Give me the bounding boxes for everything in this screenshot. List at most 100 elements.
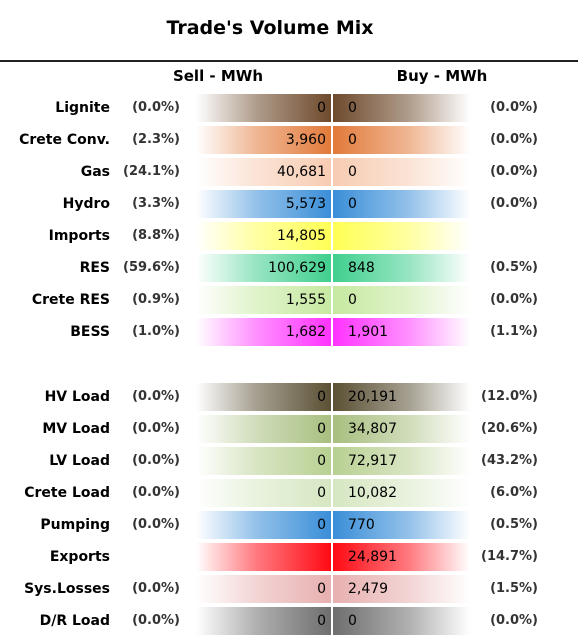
buy-cell [333,286,470,314]
sell-percent: (8.8%) [132,228,180,243]
divider [0,60,578,62]
cell-divider [331,415,333,443]
row-label: Lignite [55,100,110,116]
row-label: BESS [70,324,110,340]
row-label: MV Load [42,421,110,437]
sell-cell [196,447,331,475]
buy-cell [333,447,470,475]
sell-value: 0 [317,485,326,501]
row-label: Crete RES [31,292,110,308]
cell-divider [331,447,333,475]
sell-percent: (0.9%) [132,292,180,307]
buy-value: 0 [348,132,357,148]
buy-percent: (0.5%) [490,517,538,532]
row-label: Imports [48,228,110,244]
sell-value: 1,682 [285,324,326,340]
sell-cell [196,190,331,218]
row-label: RES [79,260,110,276]
sell-value: 5,573 [285,196,326,212]
cell-divider [331,190,333,218]
sell-value: 14,805 [277,228,326,244]
buy-value: 0 [348,292,357,308]
cell-divider [331,575,333,603]
sell-percent: (0.0%) [132,581,180,596]
sell-cell [196,479,331,507]
buy-header: Buy - MWh [396,67,488,85]
buy-percent: (20.6%) [481,421,538,436]
buy-value: 848 [348,260,375,276]
sell-value: 3,960 [285,132,326,148]
sell-percent: (0.0%) [132,389,180,404]
cell-divider [331,383,333,411]
sell-value: 100,629 [268,260,326,276]
buy-percent: (0.0%) [490,292,538,307]
buy-value: 0 [348,164,357,180]
sell-value: 0 [317,100,326,116]
sell-cell [196,126,331,154]
buy-cell [333,222,470,250]
sell-cell [196,415,331,443]
buy-percent: (1.5%) [490,581,538,596]
sell-value: 1,555 [285,292,326,308]
buy-value: 20,191 [348,389,397,405]
sell-value: 0 [317,581,326,597]
cell-divider [331,607,333,635]
cell-divider [331,543,333,571]
buy-value: 72,917 [348,453,397,469]
row-label: Pumping [40,517,110,533]
buy-cell [333,318,470,346]
buy-cell [333,543,470,571]
buy-percent: (6.0%) [490,485,538,500]
row-label: LV Load [49,453,110,469]
sell-cell [196,318,331,346]
buy-value: 24,891 [348,549,397,565]
sell-cell [196,286,331,314]
buy-value: 0 [348,613,357,629]
title: Trade's Volume Mix [166,17,374,39]
sell-percent: (0.0%) [132,453,180,468]
buy-cell [333,254,470,282]
cell-divider [331,511,333,539]
row-label: Gas [80,164,110,180]
buy-percent: (0.0%) [490,613,538,628]
sell-cell [196,575,331,603]
row-label: HV Load [44,389,110,405]
cell-divider [331,479,333,507]
sell-percent: (0.0%) [132,100,180,115]
cell-divider [331,126,333,154]
cell-divider [331,286,333,314]
buy-percent: (12.0%) [481,389,538,404]
row-label: Crete Load [24,485,110,501]
row-label: Hydro [62,196,110,212]
buy-cell [333,575,470,603]
sell-cell [196,383,331,411]
sell-percent: (0.0%) [132,485,180,500]
sell-cell [196,222,331,250]
buy-percent: (0.0%) [490,196,538,211]
sell-percent: (1.0%) [132,324,180,339]
buy-value: 0 [348,100,357,116]
buy-cell [333,415,470,443]
row-label: D/R Load [39,613,110,629]
buy-percent: (1.1%) [490,324,538,339]
sell-value: 0 [317,421,326,437]
buy-cell [333,383,470,411]
cell-divider [331,254,333,282]
buy-value: 2,479 [348,581,389,597]
sell-percent: (0.0%) [132,421,180,436]
buy-value: 10,082 [348,485,397,501]
sell-percent: (2.3%) [132,132,180,147]
row-label: Exports [49,549,110,565]
buy-value: 34,807 [348,421,397,437]
sell-cell [196,607,331,635]
sell-percent: (59.6%) [123,260,180,275]
sell-cell [196,511,331,539]
cell-divider [331,222,333,250]
buy-cell [333,158,470,186]
buy-value: 0 [348,196,357,212]
buy-cell [333,511,470,539]
sell-cell [196,254,331,282]
buy-percent: (0.5%) [490,260,538,275]
buy-percent: (0.0%) [490,100,538,115]
